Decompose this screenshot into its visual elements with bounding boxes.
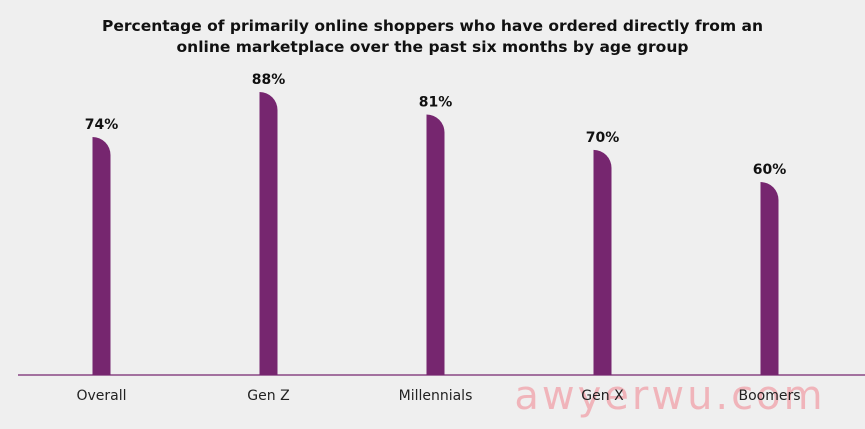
value-label: 74% bbox=[85, 117, 119, 133]
bar bbox=[593, 149, 612, 375]
chart-title: Percentage of primarily online shoppers … bbox=[102, 17, 763, 56]
value-label: 60% bbox=[753, 162, 787, 178]
x-tick-label: Boomers bbox=[738, 388, 800, 404]
x-tick-label: Millennials bbox=[399, 388, 473, 404]
bar bbox=[92, 137, 111, 375]
x-tick-label: Overall bbox=[76, 388, 126, 404]
watermark: awyerwu.com bbox=[514, 373, 825, 419]
bar bbox=[760, 182, 779, 375]
value-label: 70% bbox=[586, 130, 620, 146]
bar bbox=[259, 91, 278, 375]
value-label: 88% bbox=[252, 72, 286, 88]
x-tick-label: Gen Z bbox=[247, 388, 289, 404]
value-label: 81% bbox=[419, 95, 453, 111]
x-tick-label: Gen X bbox=[581, 388, 624, 404]
bar bbox=[426, 114, 445, 375]
